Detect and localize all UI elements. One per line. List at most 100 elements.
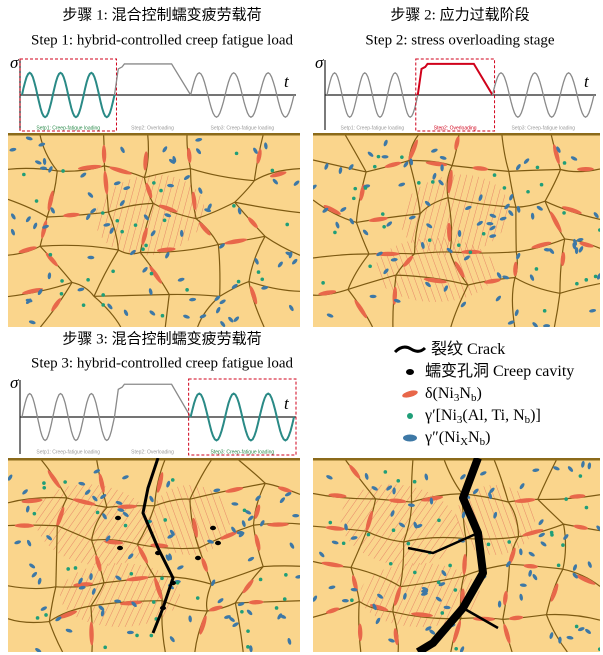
gamma-double-prime xyxy=(123,186,131,190)
gamma-prime xyxy=(368,264,372,269)
gamma-double-prime xyxy=(478,194,483,202)
delta-phase xyxy=(560,251,566,267)
gamma-prime xyxy=(141,247,145,252)
gamma-double-prime xyxy=(326,313,334,318)
grain-boundary xyxy=(108,202,154,213)
grain-boundary xyxy=(399,541,405,587)
grain-boundary xyxy=(195,201,235,220)
gamma-prime xyxy=(32,511,37,516)
gamma-prime xyxy=(549,530,554,535)
grain-boundary xyxy=(205,583,212,612)
legend-text: N xyxy=(459,385,471,402)
y-axis-label: σ xyxy=(315,53,324,72)
gamma-double-prime xyxy=(231,502,239,506)
delta-phase xyxy=(328,493,347,498)
gamma-double-prime xyxy=(369,294,377,299)
grain-boundary xyxy=(400,575,465,588)
delta-phase xyxy=(411,612,433,618)
gamma-double-prime xyxy=(219,243,225,249)
gamma-prime xyxy=(149,633,154,638)
delta-phase xyxy=(104,539,124,545)
gamma-prime xyxy=(400,155,404,159)
grain-boundary xyxy=(403,536,466,543)
y-axis-label: σ xyxy=(10,373,19,392)
gamma-prime xyxy=(42,481,46,485)
gamma-double-prime xyxy=(35,647,42,652)
delta-phase xyxy=(191,191,197,210)
delta-phase xyxy=(573,524,588,530)
gamma-double-prime xyxy=(322,207,329,213)
gamma-double-prime xyxy=(80,172,87,178)
microstructure xyxy=(8,458,300,652)
gamma-double-prime xyxy=(183,175,190,181)
gamma-double-prime xyxy=(167,183,175,188)
gamma-double-prime xyxy=(233,316,240,322)
gamma-double-prime xyxy=(131,601,137,608)
gamma-double-prime xyxy=(574,247,579,255)
gamma-double-prime xyxy=(489,234,497,238)
delta-phase xyxy=(575,574,596,585)
subscript: 3 xyxy=(454,392,460,404)
delta-phase xyxy=(472,166,489,171)
gamma-prime xyxy=(73,566,78,570)
subscript: 3 xyxy=(457,414,463,426)
title-zh: 步骤 2: 应力过载阶段 xyxy=(390,5,529,23)
gamma-double-prime xyxy=(519,593,523,601)
gamma-prime xyxy=(366,532,371,537)
gamma-double-prime xyxy=(341,599,349,603)
gamma-double-prime xyxy=(249,645,253,652)
slip-band xyxy=(400,174,510,256)
gamma-double-prime xyxy=(40,606,47,611)
creep-cavity xyxy=(215,540,221,546)
grain-boundary xyxy=(48,621,64,652)
gamma-prime xyxy=(388,561,393,566)
delta-phase xyxy=(318,290,337,296)
gamma-double-prime xyxy=(563,534,569,540)
gamma-double-prime xyxy=(532,322,538,327)
gamma-double-prime xyxy=(237,207,242,215)
delta-phase xyxy=(56,506,65,528)
gamma-prime xyxy=(575,281,579,286)
grain-boundary xyxy=(313,492,376,500)
crack-branch xyxy=(407,531,479,555)
grain-boundary xyxy=(154,575,212,585)
delta-phase xyxy=(201,557,208,573)
phase-label: Step3: Creep-fatigue loading xyxy=(210,449,274,455)
gamma-double-prime xyxy=(78,577,83,584)
gamma-double-prime xyxy=(91,588,96,595)
title-en: Step 2: stress overloading stage xyxy=(365,32,554,48)
gamma-double-prime xyxy=(207,539,214,544)
gamma-double-prime xyxy=(421,589,429,594)
gamma-double-prime xyxy=(463,255,470,261)
gamma-double-prime xyxy=(217,598,224,604)
gamma-double-prime xyxy=(585,628,591,634)
grain-boundary xyxy=(49,605,91,623)
delta-phase xyxy=(21,498,43,504)
gamma-double-prime xyxy=(126,630,134,635)
delta-phase xyxy=(138,546,148,564)
title-en: Step 3: hybrid-controlled creep fatigue … xyxy=(31,355,293,371)
grain-boundary xyxy=(235,458,266,484)
gamma-prime xyxy=(507,540,511,544)
gamma-double-prime xyxy=(42,224,49,229)
delta-phase xyxy=(89,621,94,646)
gamma-double-prime xyxy=(232,622,239,627)
gamma-double-prime xyxy=(570,156,578,161)
grain-boundary xyxy=(55,525,58,587)
gamma-prime xyxy=(427,238,432,243)
gamma-double-prime xyxy=(89,573,93,581)
gamma-double-prime xyxy=(92,495,98,502)
grain-boundary xyxy=(234,602,244,652)
grain-boundary xyxy=(356,213,421,224)
gamma-double-prime xyxy=(393,298,401,303)
delta-phase xyxy=(365,510,373,532)
grain-boundary xyxy=(559,282,600,294)
grain-boundary xyxy=(118,249,141,255)
legend-label: 裂纹 Crack xyxy=(431,340,505,358)
gamma-double-prime xyxy=(403,161,409,168)
gamma-double-prime xyxy=(183,314,190,319)
delta-phase xyxy=(51,298,62,312)
legend-delta xyxy=(402,390,418,398)
gamma-double-prime xyxy=(331,540,339,545)
